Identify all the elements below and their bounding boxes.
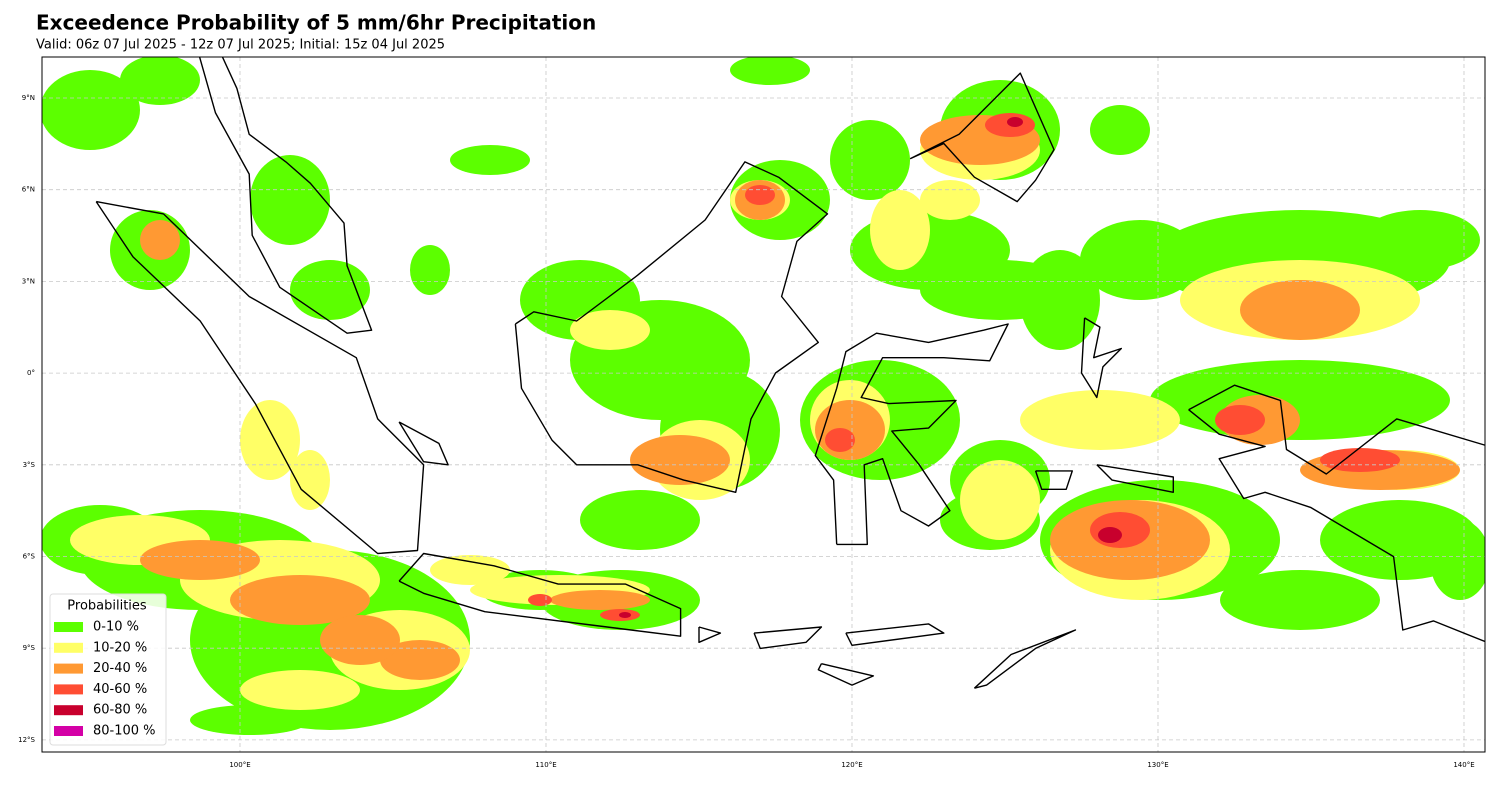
precip-area — [825, 428, 855, 452]
coastline — [198, 57, 373, 334]
lat-label: 3°N — [22, 277, 35, 285]
lat-label: 6°S — [23, 553, 36, 561]
legend-label: 40-60 % — [93, 682, 147, 697]
precip-area — [1090, 105, 1150, 155]
precip-area — [920, 180, 980, 220]
precip-area — [1360, 210, 1480, 270]
lat-label: 9°N — [22, 94, 35, 102]
coastline — [1080, 317, 1122, 399]
coastline — [514, 161, 829, 493]
legend-swatch — [54, 705, 83, 716]
precip-area — [815, 400, 885, 460]
precip-area — [745, 185, 775, 205]
coastline — [95, 200, 425, 555]
map-frame — [41, 56, 1486, 753]
title: Exceedence Probability of 5 mm/6hr Preci… — [36, 11, 596, 35]
precip-area — [1320, 448, 1400, 472]
precip-area — [290, 450, 330, 510]
precip-area — [250, 155, 330, 245]
precip-area — [870, 190, 930, 270]
graticule — [42, 57, 1485, 752]
precip-area — [1007, 117, 1023, 127]
precip-area — [230, 575, 370, 625]
lat-label: 0° — [27, 369, 35, 377]
precip-area — [1020, 250, 1100, 350]
lon-label: 110°E — [535, 761, 556, 769]
coastline — [817, 663, 875, 686]
lon-label: 100°E — [229, 761, 250, 769]
legend-label: 0-10 % — [93, 620, 139, 635]
coastlines — [95, 57, 1485, 689]
precip-area — [1430, 520, 1485, 600]
lat-label: 9°S — [23, 644, 36, 652]
precip-area — [1215, 405, 1265, 435]
precip-area — [1098, 527, 1122, 543]
precip-area — [1240, 280, 1360, 340]
coastline — [909, 72, 1055, 203]
precip-area — [240, 670, 360, 710]
legend-label: 10-20 % — [93, 640, 147, 655]
precip-area — [1220, 570, 1380, 630]
coastline — [1188, 384, 1485, 643]
precip-area — [42, 70, 140, 150]
precip-area — [730, 57, 810, 85]
subtitle: Valid: 06z 07 Jul 2025 - 12z 07 Jul 2025… — [36, 38, 445, 53]
legend-swatch — [54, 663, 83, 674]
precip-area — [630, 435, 730, 485]
precip-area — [550, 590, 650, 610]
legend-swatch — [54, 622, 83, 632]
precip-area — [240, 400, 300, 480]
precip-area — [120, 57, 200, 105]
precip-area — [140, 540, 260, 580]
legend-label: 20-40 % — [93, 661, 147, 676]
legend-swatch — [54, 684, 83, 695]
coastline — [698, 626, 722, 643]
precip-area — [528, 594, 552, 606]
coastline — [1034, 470, 1073, 490]
lon-label: 120°E — [841, 761, 862, 769]
legend-swatch — [54, 642, 83, 653]
precip-area — [450, 145, 530, 175]
precip-area — [570, 310, 650, 350]
precip-area — [320, 615, 400, 665]
precip-area — [1150, 360, 1450, 440]
legend-label: 60-80 % — [93, 703, 147, 718]
precip-area — [1020, 390, 1180, 450]
coastline — [973, 629, 1077, 689]
lat-label: 3°S — [23, 461, 36, 469]
coastline — [753, 626, 823, 650]
precip-area — [190, 705, 310, 735]
precip-area — [430, 555, 510, 585]
precip-area — [960, 460, 1040, 540]
precip-area — [380, 640, 460, 680]
precip-area — [1090, 512, 1150, 548]
precip-area — [830, 120, 910, 200]
coastline — [1096, 464, 1174, 493]
coastline — [814, 323, 1009, 546]
lat-label: 12°S — [18, 736, 35, 744]
coastline — [845, 623, 945, 646]
axis-labels: 9°N 6°N 3°N 0° 3°S 6°S 9°S 12°S 100°E 110°E 120°E 1… — [18, 94, 1475, 769]
coastline — [398, 421, 449, 466]
lat-label: 6°N — [22, 186, 35, 194]
legend-title: Probabilities — [67, 599, 147, 614]
coastline — [398, 552, 682, 637]
precip-area — [290, 260, 370, 320]
precip-area — [410, 245, 450, 295]
precip-area — [619, 612, 631, 618]
precip-area — [140, 220, 180, 260]
precip-area — [580, 490, 700, 550]
legend-label: 80-100 % — [93, 724, 156, 739]
lon-label: 130°E — [1147, 761, 1168, 769]
legend-swatch — [54, 726, 83, 736]
precip-field — [42, 57, 1485, 735]
lon-label: 140°E — [1453, 761, 1474, 769]
legend: Probabilities 0-10 % 10-20 % 20-40 % 40-60 … — [49, 593, 167, 746]
